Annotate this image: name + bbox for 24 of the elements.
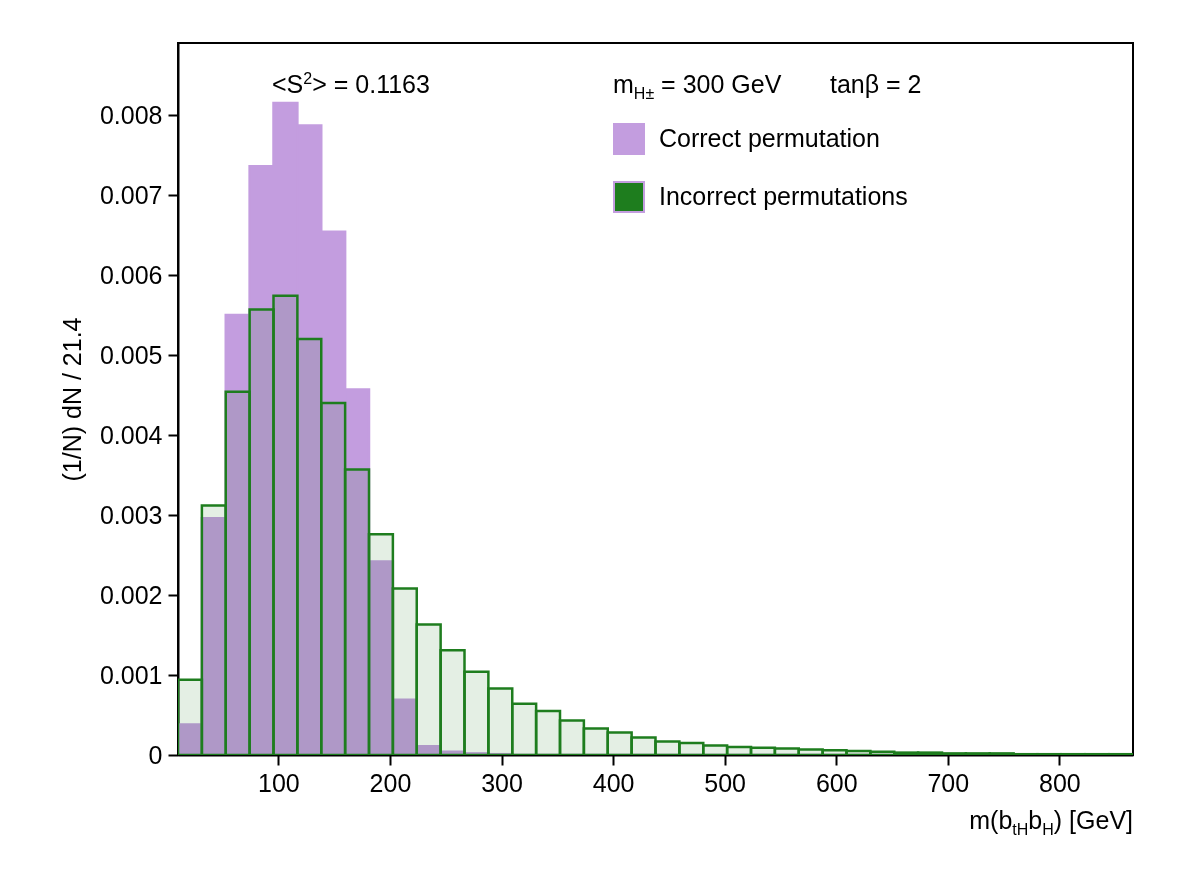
- annotation: tanβ = 2: [830, 70, 922, 99]
- y-tick-label: 0.003: [99, 500, 163, 529]
- legend-label: Correct permutation: [659, 124, 880, 152]
- y-tick-label: 0.004: [99, 420, 163, 449]
- x-tick-label: 100: [258, 768, 300, 797]
- y-tick-label: 0.008: [99, 100, 163, 129]
- legend-label: Incorrect permutations: [659, 182, 908, 210]
- x-axis-title: m(b$_{tH}$b$_{H}$) [GeV]: [969, 806, 1133, 839]
- y-tick-label: 0.007: [99, 180, 163, 209]
- y-tick-label: 0.001: [99, 660, 163, 689]
- x-tick-label: 600: [815, 768, 858, 797]
- y-tick-label: 0.002: [99, 580, 163, 609]
- y-tick-label: 0: [148, 740, 163, 769]
- annotation: <S$^{2}$> = 0.1163: [272, 70, 430, 100]
- annotation: m$_{H±}$ = 300 GeV: [613, 70, 782, 103]
- x-tick-label: 700: [927, 768, 970, 797]
- x-tick-label: 200: [369, 768, 412, 797]
- x-tick-label: 300: [481, 768, 523, 797]
- y-tick-label: 0.005: [99, 340, 163, 369]
- x-tick-label: 500: [704, 768, 747, 797]
- x-tick-label: 800: [1039, 768, 1081, 797]
- y-tick-label: 0.006: [99, 260, 163, 289]
- y-axis-title: (1/N) dN / 21.4: [57, 317, 86, 482]
- x-tick-label: 400: [592, 768, 635, 797]
